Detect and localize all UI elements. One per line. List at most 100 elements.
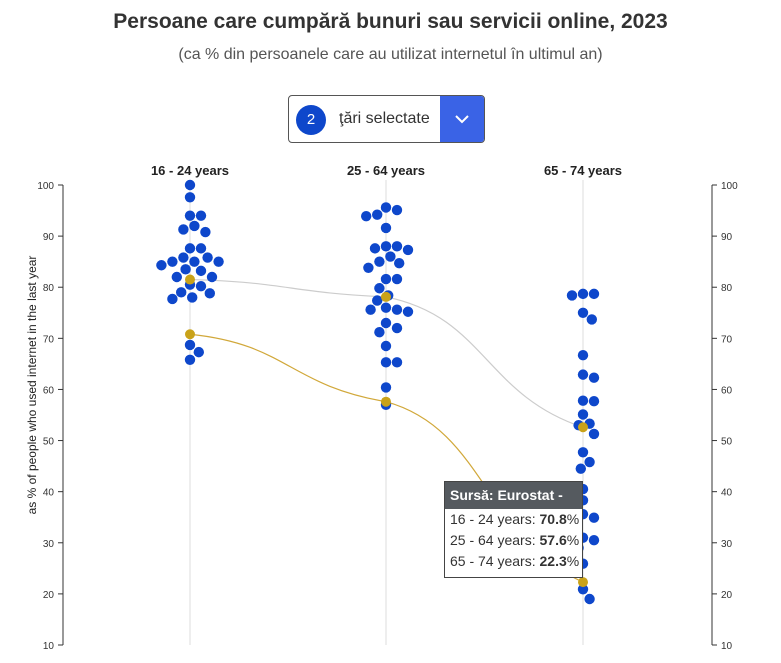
data-point [577,447,589,458]
data-point [380,222,392,234]
data-point [584,456,595,468]
data-point [575,463,586,474]
tooltip-row-65-74: 65 - 74 years: 22.3% [450,553,580,569]
data-point [380,357,392,368]
data-point [374,327,385,338]
data-point [380,302,392,313]
data-point [588,288,600,300]
category-label: 16 - 24 years [151,163,229,178]
data-point [178,224,189,235]
data-point [195,210,207,221]
data-point [391,322,403,334]
selected-country-b-point [578,577,588,588]
y-axis-label: as % of people who used internet in the … [25,256,39,515]
data-point [588,428,600,440]
y-tick-label-left: 20 [43,590,55,601]
data-point [374,283,385,294]
data-point [200,226,211,238]
y-tick-label-right: 50 [721,437,733,448]
data-point [195,265,207,277]
selected-count-badge: 2 [296,105,326,135]
chart-subtitle: (ca % din persoanele care au utilizat in… [178,46,603,63]
data-point [195,243,207,254]
data-point [380,241,392,252]
data-point [206,271,218,283]
data-point [372,209,383,220]
data-point [402,306,414,317]
data-point [184,179,196,191]
y-tick-label-left: 50 [43,437,55,448]
data-point [361,210,372,222]
y-tick-label-right: 30 [721,539,733,550]
tooltip-header: Sursă: Eurostat - [445,482,582,509]
data-point [184,192,196,203]
y-tick-label-left: 60 [43,385,55,396]
data-point [171,271,182,283]
y-tick-label-right: 60 [721,385,733,396]
chevron-down-icon [455,115,469,124]
data-point [577,307,589,318]
selector-label: ţări selectate [339,110,430,127]
data-point [380,317,392,329]
tooltip-row-16-24: 16 - 24 years: 70.8% [450,511,580,527]
chart-title: Persoane care cumpără bunuri sau servici… [113,10,668,33]
data-point [577,584,589,595]
data-point [213,256,224,267]
selected-country-b-point [185,329,195,340]
data-point [176,287,187,298]
data-point [577,395,589,406]
y-tick-label-right: 100 [721,181,738,192]
y-tick-label-left: 100 [37,181,54,192]
y-tick-label-right: 90 [721,232,733,243]
y-tick-label-left: 40 [43,488,55,499]
data-point [193,346,204,358]
data-point [184,243,196,254]
data-point [380,273,392,285]
y-tick-label-right: 80 [721,283,733,294]
data-point [167,256,178,267]
data-point [566,290,578,301]
data-point [391,273,403,285]
data-point [380,202,392,213]
dropdown-button[interactable] [440,96,484,142]
data-point [204,288,215,299]
data-point [402,244,414,256]
category-label: 65 - 74 years [544,163,622,178]
tooltip-row-25-64: 25 - 64 years: 57.6% [450,532,580,548]
data-point [189,220,200,232]
data-point [391,241,403,252]
data-point [588,396,600,407]
y-tick-label-left: 90 [43,232,55,243]
data-point [391,304,403,315]
y-tick-label-left: 80 [43,283,55,294]
data-point [372,295,383,306]
data-point [187,292,198,303]
y-tick-label-left: 10 [43,641,55,652]
data-point [365,304,376,315]
data-point [184,339,196,351]
y-tick-label-left: 70 [43,334,55,345]
data-point [586,314,597,325]
data-point [184,210,196,221]
data-point [167,293,178,305]
selected-country-a-point [578,422,588,433]
data-point [184,354,196,365]
country-selector[interactable]: 2 ţări selectate [288,95,485,143]
category-label: 25 - 64 years [347,163,425,178]
data-point [369,243,381,254]
data-point [156,260,167,271]
data-point [380,382,392,393]
data-point [202,252,213,263]
data-point [363,262,374,273]
data-point [394,258,405,269]
data-point [577,409,589,420]
y-tick-label-right: 20 [721,590,733,601]
selected-country-b-point [381,396,391,407]
data-point [189,256,200,267]
data-point [180,264,191,275]
y-tick-label-right: 40 [721,488,733,499]
data-point [195,281,207,292]
data-point [588,512,600,523]
data-point [584,593,595,605]
